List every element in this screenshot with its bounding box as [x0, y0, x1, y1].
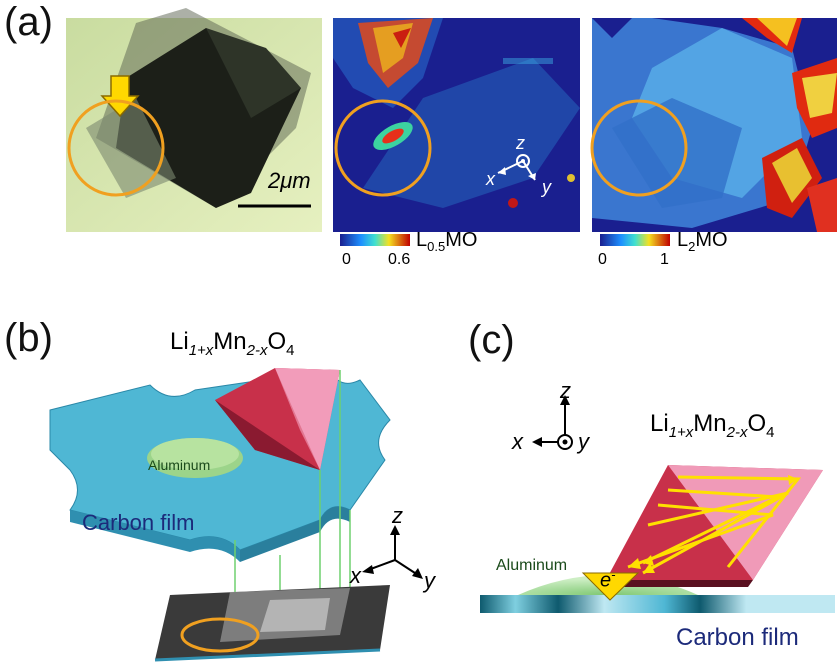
- panel-b-carbon-film-label: Carbon film: [82, 510, 195, 535]
- panel-a-label: (a): [4, 0, 53, 44]
- scale-bar-label: 2μm: [268, 168, 311, 193]
- panel-b-aluminum-label: Aluminum: [148, 457, 211, 473]
- panel-c-electron-label: e-: [600, 567, 616, 592]
- colorbar-l2mo-max: 1: [660, 251, 669, 268]
- panel-b-axis-z: z: [392, 503, 403, 528]
- panel-c-aluminum-label: Aluminum: [496, 557, 568, 574]
- map1-axis-y: y: [542, 177, 551, 197]
- panel-c-axis-x: x: [512, 429, 523, 454]
- panel-b-formula: Li1+xMn2-xO4: [170, 328, 295, 359]
- map-l05mo: [333, 18, 580, 232]
- panel-c-axis-y: y: [578, 429, 589, 454]
- colorbar-l05mo: [340, 234, 410, 246]
- panel-c-formula: Li1+xMn2-xO4: [650, 410, 775, 441]
- panel-c-axis-z: z: [560, 378, 571, 403]
- colorbar-l2mo-min: 0: [598, 251, 607, 268]
- panel-c-illustration: [480, 465, 835, 613]
- map1-axis-z: z: [516, 133, 525, 153]
- yellow-arrow-icon: [100, 75, 140, 118]
- colorbar-l2mo: [600, 234, 670, 246]
- panel-b-axis-y: y: [424, 568, 435, 593]
- map-l2mo: [590, 18, 837, 232]
- colorbar-l2mo-label: L2MO: [677, 229, 728, 254]
- map1-axis-x: x: [486, 169, 495, 189]
- panel-c-carbon-film-label: Carbon film: [676, 624, 799, 651]
- colorbar-l05mo-max: 0.6: [388, 251, 411, 268]
- panel-b-axis-x: x: [350, 563, 361, 588]
- colorbar-l05mo-label: L0.5MO: [416, 229, 478, 254]
- panel-c-label: (c): [468, 318, 515, 362]
- tem-image: [66, 8, 322, 232]
- panel-b-illustration: [49, 368, 423, 662]
- colorbar-l05mo-min: 0: [342, 251, 351, 268]
- panel-c-axes: [532, 395, 573, 450]
- panel-b-label: (b): [4, 316, 53, 360]
